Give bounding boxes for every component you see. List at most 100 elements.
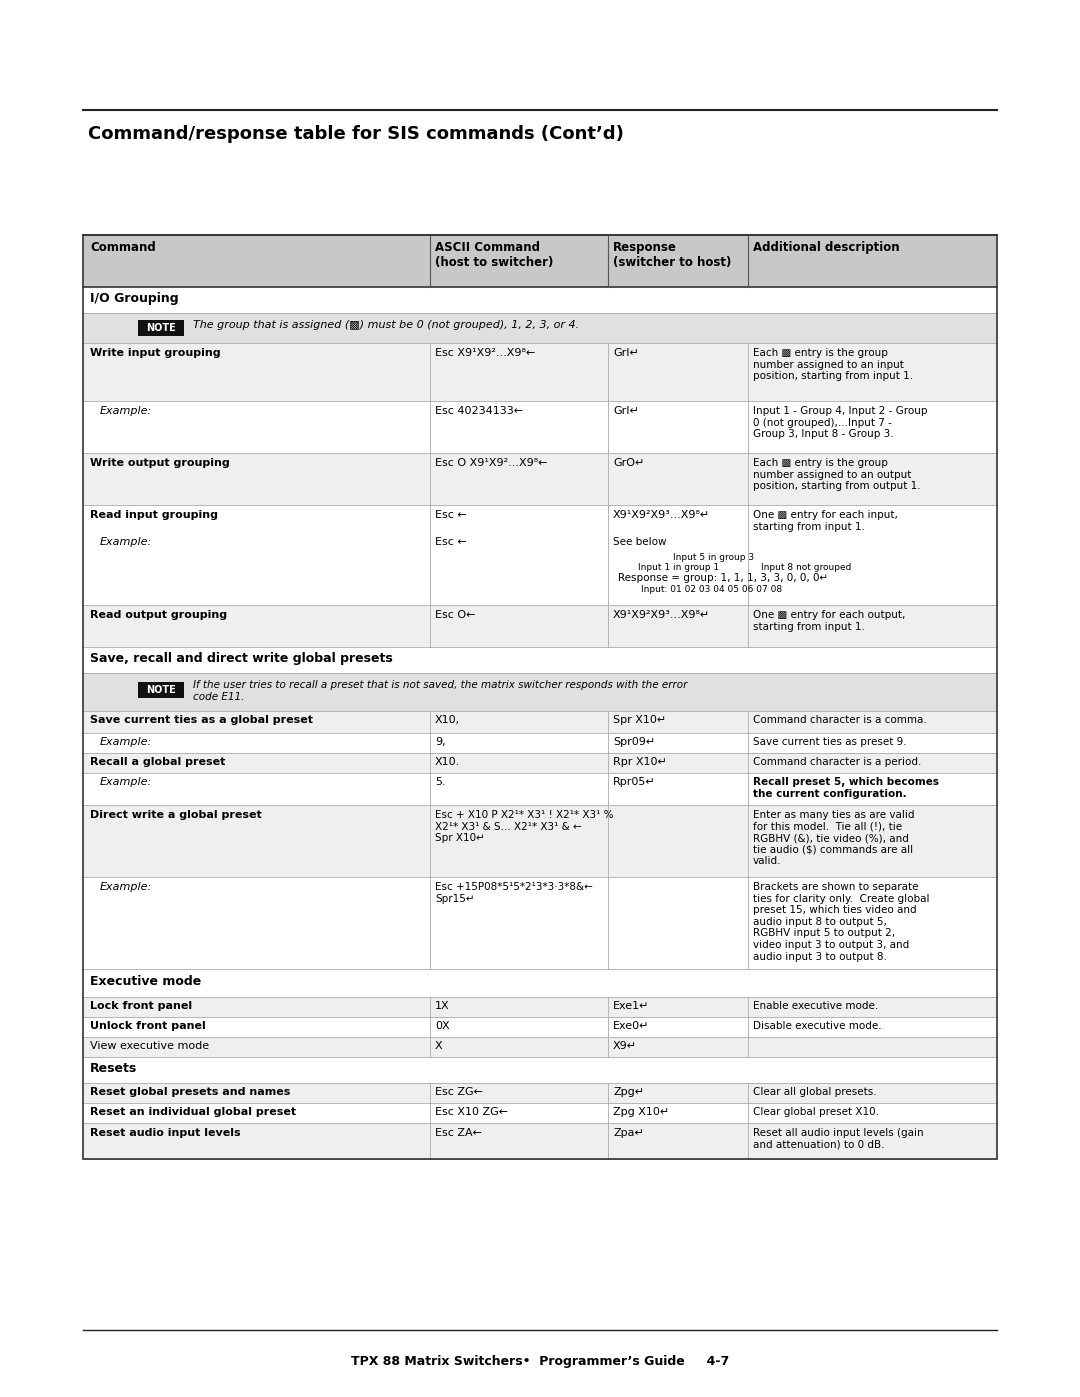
Text: Response = group: 1, 1, 1, 3, 3, 0, 0, 0↵: Response = group: 1, 1, 1, 3, 3, 0, 0, 0… (618, 573, 828, 583)
Text: View executive mode: View executive mode (90, 1041, 210, 1051)
Text: X9¹X9²X9³...X9⁸↵: X9¹X9²X9³...X9⁸↵ (613, 610, 711, 620)
Text: Recall preset 5, which becomes
the current configuration.: Recall preset 5, which becomes the curre… (753, 777, 939, 799)
Text: Brackets are shown to separate
ties for clarity only.  Create global
preset 15, : Brackets are shown to separate ties for … (753, 882, 930, 961)
Text: Input 1 in group 1: Input 1 in group 1 (638, 563, 719, 571)
Bar (83, 673, 997, 711)
Bar (83, 711, 997, 733)
Text: Esc 40234133←: Esc 40234133← (435, 407, 523, 416)
Bar (83, 753, 997, 773)
Bar (138, 682, 184, 698)
Text: Enter as many ties as are valid
for this model.  Tie all (!), tie
RGBHV (&), tie: Enter as many ties as are valid for this… (753, 810, 915, 866)
Bar (83, 235, 997, 286)
Text: Each ▩ entry is the group
number assigned to an output
position, starting from o: Each ▩ entry is the group number assigne… (753, 458, 920, 492)
Text: Unlock front panel: Unlock front panel (90, 1021, 206, 1031)
Text: Reset audio input levels: Reset audio input levels (90, 1127, 241, 1139)
Text: Reset all audio input levels (gain
and attenuation) to 0 dB.: Reset all audio input levels (gain and a… (753, 1127, 923, 1150)
Bar (83, 1104, 997, 1123)
Text: Example:: Example: (100, 536, 152, 548)
Text: NOTE: NOTE (146, 323, 176, 332)
Bar (83, 647, 997, 673)
Bar (83, 877, 997, 970)
Text: Response
(switcher to host): Response (switcher to host) (613, 242, 731, 270)
Bar (83, 1017, 997, 1037)
Text: X10.: X10. (435, 757, 460, 767)
Text: Input 1 - Group 4, Input 2 - Group
0 (not grouped),...Input 7 -
Group 3, Input 8: Input 1 - Group 4, Input 2 - Group 0 (no… (753, 407, 928, 439)
Text: Save current ties as preset 9.: Save current ties as preset 9. (753, 738, 906, 747)
Text: Spr X10↵: Spr X10↵ (613, 715, 666, 725)
Bar (83, 286, 997, 313)
Text: I/O Grouping: I/O Grouping (90, 292, 178, 305)
Text: The group that is assigned (▩) must be 0 (not grouped), 1, 2, 3, or 4.: The group that is assigned (▩) must be 0… (193, 320, 579, 330)
Text: Example:: Example: (100, 777, 152, 787)
Bar (83, 504, 997, 605)
Text: Recall a global preset: Recall a global preset (90, 757, 226, 767)
Text: Example:: Example: (100, 882, 152, 893)
Text: Save, recall and direct write global presets: Save, recall and direct write global pre… (90, 652, 393, 665)
Text: Additional description: Additional description (753, 242, 900, 254)
Text: Rpr X10↵: Rpr X10↵ (613, 757, 666, 767)
Text: See below: See below (613, 536, 666, 548)
Bar (83, 235, 997, 1160)
Bar (83, 605, 997, 647)
Text: X9↵: X9↵ (613, 1041, 637, 1051)
Bar (83, 1037, 997, 1058)
Text: Command/response table for SIS commands (Cont’d): Command/response table for SIS commands … (87, 124, 624, 142)
Text: Command character is a comma.: Command character is a comma. (753, 715, 927, 725)
Text: Exe0↵: Exe0↵ (613, 1021, 649, 1031)
Text: Esc ZA←: Esc ZA← (435, 1127, 482, 1139)
Bar (83, 1058, 997, 1083)
Bar (83, 733, 997, 753)
Text: Write input grouping: Write input grouping (90, 348, 220, 358)
Text: Esc ←: Esc ← (435, 536, 467, 548)
Text: One ▩ entry for each output,
starting from input 1.: One ▩ entry for each output, starting fr… (753, 610, 905, 631)
Bar (83, 344, 997, 401)
Bar (138, 320, 184, 337)
Text: Input: 01 02 03 04 05 06 07 08: Input: 01 02 03 04 05 06 07 08 (642, 585, 782, 594)
Text: Esc X10 ZG←: Esc X10 ZG← (435, 1106, 508, 1118)
Text: If the user tries to recall a preset that is not saved, the matrix switcher resp: If the user tries to recall a preset tha… (193, 680, 687, 701)
Text: Clear all global presets.: Clear all global presets. (753, 1087, 877, 1097)
Text: Rpr05↵: Rpr05↵ (613, 777, 656, 787)
Text: X9¹X9²X9³...X9⁸↵: X9¹X9²X9³...X9⁸↵ (613, 510, 711, 520)
Text: X10,: X10, (435, 715, 460, 725)
Text: Input 5 in group 3: Input 5 in group 3 (673, 553, 754, 562)
Text: 0X: 0X (435, 1021, 449, 1031)
Text: Example:: Example: (100, 738, 152, 747)
Bar (83, 997, 997, 1017)
Text: GrI↵: GrI↵ (613, 407, 639, 416)
Text: Lock front panel: Lock front panel (90, 1002, 192, 1011)
Text: Enable executive mode.: Enable executive mode. (753, 1002, 878, 1011)
Bar (83, 313, 997, 344)
Text: Zpg X10↵: Zpg X10↵ (613, 1106, 670, 1118)
Text: Reset an individual global preset: Reset an individual global preset (90, 1106, 296, 1118)
Text: NOTE: NOTE (146, 685, 176, 694)
Text: 5.: 5. (435, 777, 446, 787)
Text: Esc O←: Esc O← (435, 610, 475, 620)
Text: X: X (435, 1041, 443, 1051)
Text: TPX 88 Matrix Switchers•  Programmer’s Guide     4-7: TPX 88 Matrix Switchers• Programmer’s Gu… (351, 1355, 729, 1368)
Bar (83, 1083, 997, 1104)
Text: Command: Command (90, 242, 156, 254)
Bar (83, 453, 997, 504)
Text: ASCII Command
(host to switcher): ASCII Command (host to switcher) (435, 242, 553, 270)
Bar (83, 1123, 997, 1160)
Text: Read input grouping: Read input grouping (90, 510, 218, 520)
Text: Resets: Resets (90, 1062, 137, 1076)
Text: Esc + X10 P X2¹* X3¹ ! X2¹* X3¹ %
X2¹* X3¹ & S... X2¹* X3¹ & ←
Spr X10↵: Esc + X10 P X2¹* X3¹ ! X2¹* X3¹ % X2¹* X… (435, 810, 613, 844)
Text: Esc X9¹X9²...X9⁸←: Esc X9¹X9²...X9⁸← (435, 348, 536, 358)
Text: Command character is a period.: Command character is a period. (753, 757, 921, 767)
Text: Esc O X9¹X9²...X9⁸←: Esc O X9¹X9²...X9⁸← (435, 458, 548, 468)
Text: Read output grouping: Read output grouping (90, 610, 227, 620)
Bar (83, 401, 997, 453)
Text: Exe1↵: Exe1↵ (613, 1002, 649, 1011)
Text: Zpg↵: Zpg↵ (613, 1087, 644, 1097)
Text: 9,: 9, (435, 738, 446, 747)
Text: Zpa↵: Zpa↵ (613, 1127, 644, 1139)
Text: Input 8 not grouped: Input 8 not grouped (761, 563, 851, 571)
Text: Clear global preset X10.: Clear global preset X10. (753, 1106, 879, 1118)
Text: Save current ties as a global preset: Save current ties as a global preset (90, 715, 313, 725)
Bar (83, 773, 997, 805)
Text: Each ▩ entry is the group
number assigned to an input
position, starting from in: Each ▩ entry is the group number assigne… (753, 348, 913, 381)
Text: Esc ZG←: Esc ZG← (435, 1087, 483, 1097)
Text: Write output grouping: Write output grouping (90, 458, 230, 468)
